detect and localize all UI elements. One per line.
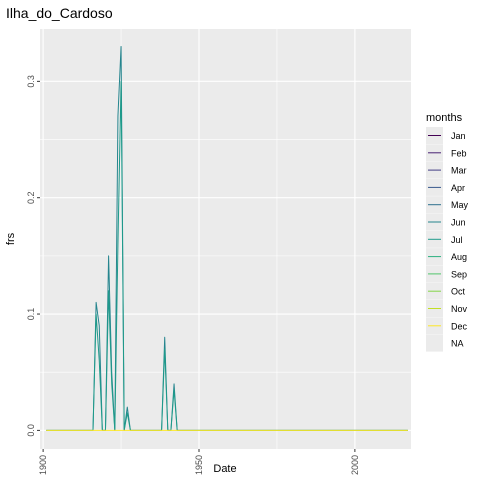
legend-label: Sep [451,269,467,279]
legend-entry-feb: Feb [426,144,467,162]
legend-entry-nov: Nov [426,300,468,317]
x-axis-ticks: 1900 1950 2000 [38,449,360,475]
y-axis-ticks: 0.0 0.1 0.2 0.3 [26,75,40,437]
legend-key [426,334,443,352]
legend-entry-na: NA [426,334,464,352]
legend-label: Aug [451,252,467,262]
legend-entry-jul: Jul [426,230,463,248]
legend-entry-jun: Jun [426,213,466,231]
legend-label: May [451,200,469,210]
x-tick-label: 1950 [194,455,204,475]
y-tick-label: 0.3 [26,75,36,88]
y-tick-label: 0.0 [26,424,36,437]
legend-entry-mar: Mar [426,161,467,179]
x-axis-title: Date [213,463,236,475]
legend-entry-sep: Sep [426,265,467,283]
legend-label: Jan [451,131,466,141]
x-tick-label: 2000 [350,455,360,475]
legend-label: NA [451,339,464,349]
legend-entry-aug: Aug [426,248,467,266]
legend-label: Jul [451,235,463,245]
legend: months Jan Feb Mar Apr May Jun Jul Aug Sep Oct Nov… [426,112,469,352]
y-axis-title: frs [5,232,17,245]
legend-entry-apr: Apr [426,178,465,196]
legend-entry-may: May [426,196,469,214]
legend-label: Jun [451,218,466,228]
legend-label: Mar [451,166,467,176]
legend-entry-jan: Jan [426,127,466,144]
legend-label: Feb [451,148,467,158]
legend-entry-oct: Oct [426,282,466,300]
chart-title: Ilha_do_Cardoso [6,5,113,21]
legend-label: Nov [451,304,468,314]
y-tick-label: 0.2 [26,191,36,204]
legend-label: Oct [451,287,466,297]
legend-entry-dec: Dec [426,317,468,335]
y-tick-label: 0.1 [26,308,36,321]
legend-label: Apr [451,183,465,193]
legend-label: Dec [451,321,468,331]
series-layer [46,45,408,431]
legend-title: months [426,112,463,124]
x-tick-label: 1900 [38,455,48,475]
plot-panel [40,29,411,449]
